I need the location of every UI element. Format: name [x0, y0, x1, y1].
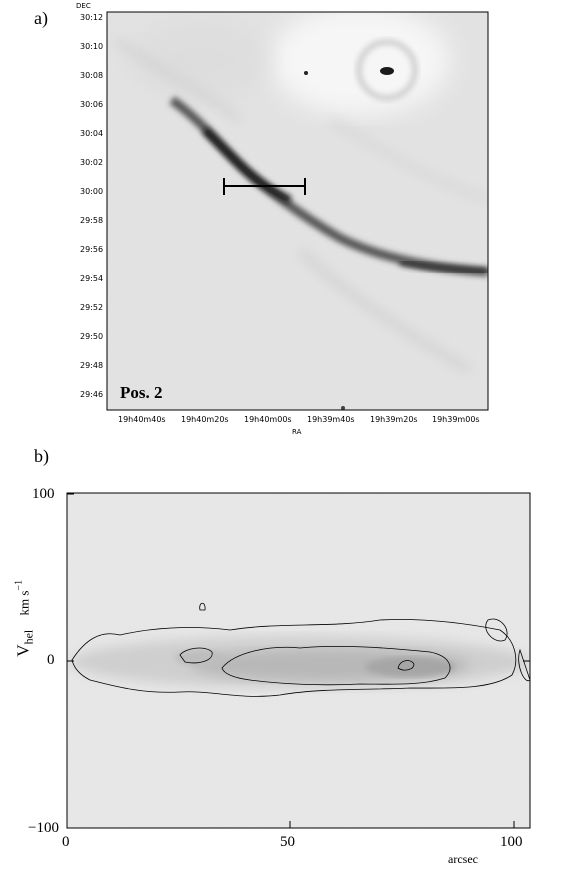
ra-axis-label: RA: [292, 428, 302, 436]
x-tick: 0: [62, 834, 70, 850]
x-tick: 50: [280, 834, 295, 850]
slit-marker: [223, 178, 306, 195]
ra-tick: 19h39m00s: [432, 415, 480, 424]
dec-tick: 30:08: [80, 71, 104, 80]
x-tick: 100: [500, 834, 523, 850]
dec-tick: 29:58: [80, 216, 104, 225]
panel-b-image: [67, 493, 530, 828]
y-tick: 100: [32, 486, 55, 502]
dec-tick: 29:56: [80, 245, 104, 254]
dec-tick: 29:48: [80, 361, 104, 370]
y-tick: −100: [28, 820, 59, 836]
y-label-sub: hel: [21, 629, 36, 645]
dec-tick: 30:00: [80, 187, 104, 196]
ra-tick: 19h40m40s: [118, 415, 166, 424]
position-label: Pos. 2: [120, 383, 163, 402]
y-tick: 0: [47, 652, 55, 668]
ra-tick: 19h39m40s: [307, 415, 355, 424]
panel-b-label: b): [34, 446, 49, 466]
y-label-unit: km s: [16, 590, 32, 616]
dec-tick: 30:04: [80, 129, 104, 138]
y-label-main: V: [13, 644, 33, 657]
ra-tick: 19h40m00s: [244, 415, 292, 424]
dec-tick: 29:52: [80, 303, 104, 312]
panel-a-label: a): [34, 8, 48, 28]
dec-axis-label: DEC: [76, 2, 91, 10]
dec-tick: 29:50: [80, 332, 104, 341]
dec-tick: 30:02: [80, 158, 104, 167]
ra-tick: 19h39m20s: [370, 415, 418, 424]
x-axis-label: arcsec: [448, 852, 478, 866]
dec-tick: 30:10: [80, 42, 104, 51]
dec-tick: 29:46: [80, 390, 104, 399]
y-axis-label: Vhel km s−1: [13, 547, 36, 657]
dec-tick: 29:54: [80, 274, 104, 283]
y-label-exp: −1: [13, 579, 25, 591]
dec-tick: 30:06: [80, 100, 104, 109]
ra-tick: 19h40m20s: [181, 415, 229, 424]
dec-tick: 30:12: [80, 13, 104, 22]
